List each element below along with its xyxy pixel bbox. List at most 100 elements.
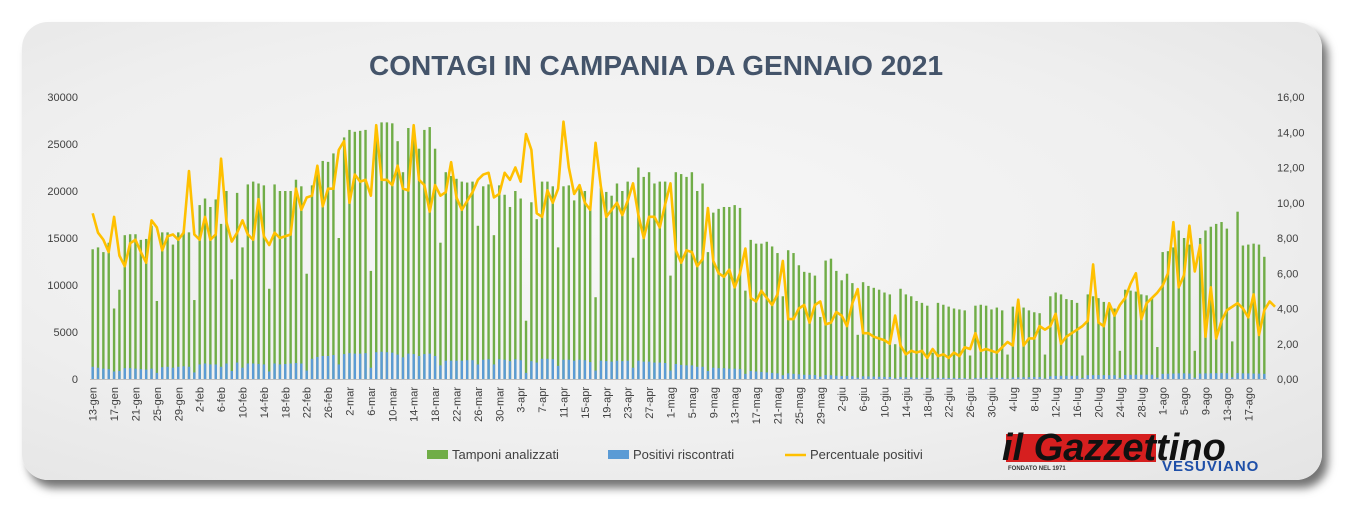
bar-positivi bbox=[1124, 374, 1127, 379]
bar-positivi bbox=[572, 360, 576, 379]
bar-tamponi bbox=[316, 172, 319, 379]
bar-tamponi bbox=[631, 257, 635, 379]
bar-positivi bbox=[744, 373, 747, 379]
bar-tamponi bbox=[1118, 350, 1122, 379]
bar-tamponi bbox=[342, 137, 346, 379]
bar-tamponi bbox=[642, 176, 645, 379]
bar-tamponi bbox=[963, 310, 966, 379]
bar-tamponi bbox=[1161, 252, 1164, 379]
bar-tamponi bbox=[1225, 228, 1229, 379]
x-tick-label: 13-gen bbox=[88, 387, 100, 421]
bar-tamponi bbox=[1166, 251, 1170, 379]
x-tick-label: 21-gen bbox=[130, 387, 142, 421]
x-tick-label: 13-ago bbox=[1222, 387, 1234, 421]
bar-positivi bbox=[605, 361, 608, 379]
bar-positivi bbox=[1241, 373, 1245, 379]
bar-positivi bbox=[770, 372, 774, 379]
bar-tamponi bbox=[722, 206, 726, 379]
bar-positivi bbox=[1017, 377, 1020, 379]
bar-tamponi bbox=[375, 125, 378, 379]
y-left-tick-label: 5000 bbox=[54, 327, 78, 339]
bar-positivi bbox=[851, 376, 854, 379]
x-tick-label: 26-giu bbox=[965, 387, 977, 418]
bar-positivi bbox=[717, 368, 720, 379]
x-tick-label: 6-mar bbox=[366, 387, 378, 416]
bar-positivi bbox=[214, 364, 217, 379]
bar-tamponi bbox=[1113, 308, 1116, 379]
bar-positivi bbox=[904, 377, 908, 379]
bar-positivi bbox=[321, 355, 324, 379]
bar-tamponi bbox=[353, 131, 357, 379]
bar-positivi bbox=[1033, 377, 1036, 379]
bar-positivi bbox=[765, 372, 768, 379]
bar-tamponi bbox=[556, 247, 560, 379]
bar-positivi bbox=[375, 352, 378, 379]
bar-tamponi bbox=[449, 175, 453, 379]
bar-positivi bbox=[706, 371, 710, 379]
x-tick-label: 17-ago bbox=[1243, 387, 1255, 421]
bar-positivi bbox=[1086, 375, 1089, 379]
bar-positivi bbox=[840, 375, 843, 379]
bar-tamponi bbox=[637, 167, 640, 379]
bar-tamponi bbox=[128, 234, 132, 379]
bar-positivi bbox=[492, 364, 496, 379]
bar-positivi bbox=[198, 364, 201, 379]
bar-positivi bbox=[1075, 375, 1079, 379]
bar-tamponi bbox=[1033, 312, 1036, 379]
bar-tamponi bbox=[134, 234, 137, 379]
bar-tamponi bbox=[893, 344, 897, 379]
bar-tamponi bbox=[1214, 223, 1218, 379]
bar-tamponi bbox=[883, 292, 886, 379]
bar-positivi bbox=[155, 372, 159, 379]
x-tick-label: 21-mag bbox=[772, 387, 784, 424]
bar-positivi bbox=[1145, 374, 1148, 379]
bar-tamponi bbox=[615, 183, 619, 379]
y-left-tick-label: 20000 bbox=[47, 186, 78, 198]
bar-positivi bbox=[1263, 373, 1266, 379]
bar-positivi bbox=[268, 371, 271, 379]
bar-positivi bbox=[1214, 373, 1218, 379]
bar-tamponi bbox=[984, 305, 988, 379]
bar-tamponi bbox=[712, 212, 715, 379]
bar-positivi bbox=[1054, 375, 1057, 379]
bar-positivi bbox=[310, 358, 314, 379]
bar-tamponi bbox=[567, 185, 571, 379]
bar-positivi bbox=[1236, 372, 1239, 379]
x-tick-label: 28-lug bbox=[1136, 387, 1148, 418]
bar-positivi bbox=[883, 376, 886, 379]
bar-positivi bbox=[476, 364, 480, 379]
bar-tamponi bbox=[300, 186, 303, 379]
bar-tamponi bbox=[112, 308, 116, 379]
bar-tamponi bbox=[674, 172, 678, 379]
bar-tamponi bbox=[460, 181, 464, 379]
bar-tamponi bbox=[1193, 350, 1196, 379]
bar-positivi bbox=[936, 377, 940, 379]
bar-tamponi bbox=[904, 294, 908, 379]
bar-positivi bbox=[856, 377, 859, 379]
bar-positivi bbox=[107, 369, 110, 379]
bar-tamponi bbox=[1006, 354, 1009, 379]
chart-card: CONTAGI IN CAMPANIA DA GENNAIO 2021 0 500… bbox=[22, 22, 1322, 480]
bar-positivi bbox=[417, 355, 421, 379]
x-tick-label: 17-gen bbox=[109, 387, 121, 421]
bar-tamponi bbox=[990, 309, 993, 379]
bar-positivi bbox=[990, 377, 993, 379]
logo-subtitle: VESUVIANO bbox=[1162, 458, 1259, 472]
bar-positivi bbox=[241, 367, 244, 379]
bar-tamponi bbox=[1140, 294, 1143, 379]
bar-tamponi bbox=[519, 198, 522, 379]
bar-positivi bbox=[305, 370, 308, 379]
x-tick-label: 14-feb bbox=[259, 387, 271, 418]
bar-positivi bbox=[786, 373, 790, 379]
bar-tamponi bbox=[268, 288, 271, 379]
bar-positivi bbox=[877, 376, 881, 379]
bar-tamponi bbox=[701, 183, 704, 379]
bar-positivi bbox=[637, 360, 640, 379]
bar-tamponi bbox=[524, 320, 528, 379]
logo-founded: FONDATO NEL 1971 bbox=[1008, 466, 1066, 472]
bar-positivi bbox=[829, 375, 833, 379]
bar-tamponi bbox=[417, 148, 421, 379]
x-tick-label: 30-giu bbox=[986, 387, 998, 418]
x-tick-label: 7-apr bbox=[537, 387, 549, 413]
bar-tamponi bbox=[107, 242, 110, 379]
